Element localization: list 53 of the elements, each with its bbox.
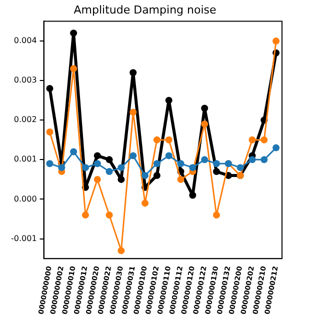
point — [272, 37, 280, 44]
point — [201, 120, 208, 128]
point — [106, 156, 113, 164]
point — [177, 176, 184, 183]
point — [153, 136, 160, 144]
point — [189, 164, 196, 172]
point — [118, 176, 125, 183]
y-tick-label: 0.001 — [14, 154, 37, 164]
point — [106, 168, 113, 176]
point — [142, 172, 149, 179]
point — [58, 164, 66, 172]
point — [142, 200, 149, 207]
y-tick-label: 0.002 — [14, 115, 37, 124]
y-tick-label: -0.001 — [10, 234, 37, 243]
point — [165, 136, 172, 144]
point — [94, 160, 101, 168]
point — [94, 176, 101, 183]
point — [212, 160, 220, 168]
point — [201, 104, 208, 112]
point — [177, 160, 184, 168]
point — [165, 96, 172, 104]
point — [82, 212, 89, 219]
point — [106, 212, 113, 219]
point — [212, 212, 220, 219]
point — [46, 128, 54, 136]
point — [130, 152, 137, 160]
point — [70, 148, 78, 156]
point — [130, 69, 137, 76]
point — [82, 164, 89, 172]
point — [212, 168, 220, 176]
point — [153, 172, 160, 179]
point — [260, 156, 268, 164]
point — [201, 156, 208, 164]
point — [189, 192, 196, 199]
point — [248, 156, 256, 164]
point — [260, 136, 268, 144]
point — [272, 144, 280, 152]
y-tick-label: 0.003 — [14, 76, 37, 85]
point — [118, 164, 125, 172]
point — [46, 84, 54, 92]
chart-title: Amplitude Damping noise — [74, 3, 216, 16]
y-tick-label: 0.000 — [14, 194, 37, 204]
point — [70, 65, 78, 72]
point — [165, 152, 172, 160]
point — [248, 136, 256, 144]
point — [70, 30, 78, 37]
point — [130, 108, 137, 116]
point — [236, 164, 244, 172]
point — [94, 152, 101, 160]
point — [118, 247, 125, 254]
point — [46, 160, 54, 168]
point — [153, 160, 160, 168]
y-tick-label: 0.004 — [14, 36, 37, 46]
